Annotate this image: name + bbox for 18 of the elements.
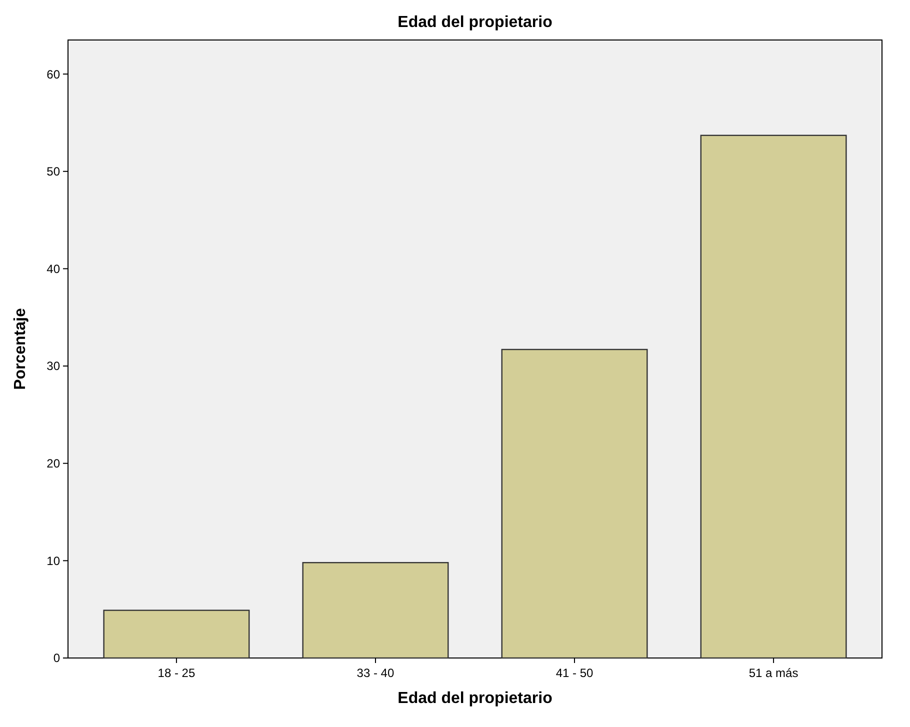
- y-tick-label: 50: [46, 164, 60, 179]
- x-tick-label: 33 - 40: [356, 666, 394, 680]
- bar: [103, 610, 250, 659]
- y-axis-title: Porcentaje: [12, 308, 29, 390]
- bar: [501, 348, 648, 659]
- y-tick-label: 30: [46, 359, 60, 374]
- x-axis-title: Edad del propietario: [398, 690, 553, 707]
- y-tick-label: 0: [53, 651, 60, 666]
- bar: [302, 562, 449, 659]
- bar: [700, 134, 847, 659]
- y-tick-label: 20: [46, 456, 60, 471]
- x-tick-label: 51 a más: [748, 666, 798, 680]
- y-tick-label: 60: [46, 67, 60, 82]
- x-tick-label: 18 - 25: [158, 666, 196, 680]
- y-tick-label: 40: [46, 262, 60, 276]
- y-tick-label: 10: [46, 554, 60, 568]
- x-tick-label: 41 - 50: [556, 666, 594, 680]
- chart-title: Edad del propietario: [398, 14, 553, 31]
